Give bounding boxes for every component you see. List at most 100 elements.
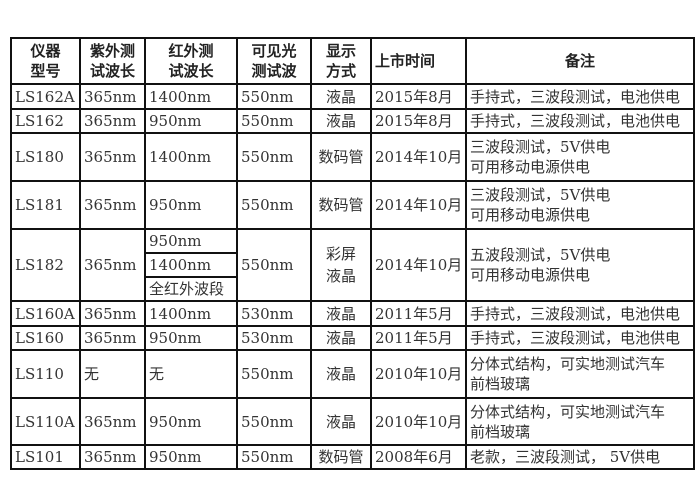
remark-line: 可用移动电源供电: [470, 158, 591, 176]
remarks-cell: 手持式，三波段测试，电池供电: [465, 300, 695, 327]
release-date-cell: 2010年10月: [370, 397, 467, 446]
uv-wavelength-cell: 365nm: [79, 108, 146, 134]
table-row: LS160A 365nm 1400nm 530nm 液晶 2011年5月 手持式，三波段测试…: [10, 300, 695, 327]
release-date-cell: 2011年5月: [370, 325, 467, 351]
table-row: LS162A 365nm 1400nm 550nm 液晶 2015年8月 手持式，三波段测试…: [10, 83, 695, 110]
remarks-cell: 老款，三波段测试， 5V供电: [465, 444, 695, 470]
uv-wavelength-cell: 365nm: [79, 180, 146, 230]
ir-wavelength-cell: 950nm: [144, 444, 238, 470]
visible-wavelength-cell: 530nm: [236, 300, 312, 327]
release-date-cell: 2015年8月: [370, 83, 467, 110]
table-row: LS110A 365nm 950nm 550nm 液晶 2010年10月 分体式结构，可实地…: [10, 397, 695, 446]
ir-wavelength-cell: 950nm: [144, 108, 238, 134]
ir-wavelength-cell: 无: [144, 349, 238, 399]
header-visible-wavelength: 可见光 测试波: [236, 37, 312, 85]
ir-wavelength-cell: 950nm: [144, 228, 238, 254]
visible-wavelength-cell: 550nm: [236, 180, 312, 230]
table-row: LS160 365nm 950nm 530nm 液晶 2011年5月 手持式，三波段测试，电…: [10, 325, 695, 351]
remark-line: 分体式结构，可实地测试汽车: [470, 355, 666, 373]
visible-wavelength-cell: 550nm: [236, 444, 312, 470]
ir-wavelength-cell: 1400nm: [144, 132, 238, 182]
visible-wavelength-cell: 550nm: [236, 132, 312, 182]
ir-wavelength-cell: 950nm: [144, 325, 238, 351]
model-cell: LS182: [10, 228, 81, 302]
header-model: 仪器 型号: [10, 37, 81, 85]
display-type-cell: 液晶: [310, 108, 372, 134]
release-date-cell: 2011年5月: [370, 300, 467, 327]
header-row: 仪器 型号 紫外测 试波长 红外测 试波长 可见光 测试波 显示 方式 上市时间 备注: [10, 37, 695, 85]
table-row: LS110 无无 550nm 液晶 2010年10月 分体式结构，可实地测试汽车 前档玻璃: [10, 349, 695, 399]
uv-wavelength-cell: 365nm: [79, 83, 146, 110]
model-cell: LS181: [10, 180, 81, 230]
ir-wavelength-cell: 全红外波段: [144, 276, 238, 302]
uv-wavelength-cell: 365nm: [79, 325, 146, 351]
display-type-cell: 液晶: [310, 300, 372, 327]
visible-wavelength-cell: 550nm: [236, 108, 312, 134]
release-date-cell: 2008年6月: [370, 444, 467, 470]
table-row: LS162 365nm 950nm 550nm 液晶 2015年8月 手持式，三波段测试，电…: [10, 108, 695, 134]
remarks-cell: 三波段测试，5V供电 可用移动电源供电: [465, 132, 695, 182]
release-date-cell: 2014年10月: [370, 132, 467, 182]
display-type-cell: 数码管: [310, 180, 372, 230]
header-uv-wavelength: 紫外测 试波长: [79, 37, 146, 85]
remark-line: 五波段测试，5V供电: [470, 246, 611, 264]
uv-wavelength-cell: 365nm: [79, 228, 146, 302]
remark-line: 手持式，三波段测试，电池供电: [470, 112, 681, 130]
model-cell: LS160A: [10, 300, 81, 327]
remark-line: 手持式，三波段测试，电池供电: [470, 329, 681, 347]
ir-wavelength-cell: 950nm: [144, 180, 238, 230]
remark-line: 前档玻璃: [470, 422, 531, 441]
model-cell: LS180: [10, 132, 81, 182]
visible-wavelength-cell: 550nm: [236, 349, 312, 399]
remarks-cell: 五波段测试，5V供电 可用移动电源供电: [465, 228, 695, 302]
uv-wavelength-cell: 365nm: [79, 444, 146, 470]
ir-wavelength-cell: 1400nm: [144, 300, 238, 327]
release-date-cell: 2014年10月: [370, 180, 467, 230]
display-type-cell: 液晶: [310, 325, 372, 351]
header-remarks: 备注: [465, 37, 695, 85]
display-type-cell: 数码管: [310, 444, 372, 470]
display-type-cell: 彩屏 液晶: [310, 228, 372, 302]
remark-line: 三波段测试，5V供电: [470, 138, 611, 156]
table-row: LS181 365nm 950nm 550nm 数码管 2014年10月 三波段测试，5V供…: [10, 180, 695, 230]
release-date-cell: 2015年8月: [370, 108, 467, 134]
remarks-cell: 手持式，三波段测试，电池供电: [465, 108, 695, 134]
ir-wavelength-cell: 1400nm: [144, 252, 238, 278]
header-display-type: 显示 方式: [310, 37, 372, 85]
uv-wavelength-cell: 无: [79, 349, 146, 399]
remark-line: 手持式，三波段测试，电池供电: [470, 87, 681, 106]
model-cell: LS101: [10, 444, 81, 470]
table-subrow: 1400nm: [11, 252, 694, 278]
remark-line: 可用移动电源供电: [470, 206, 591, 224]
table-subrow: 全红外波段: [11, 276, 694, 302]
table-row: LS180 365nm 1400nm 550nm 数码管 2014年10月 三波段测试，5V…: [10, 132, 695, 182]
display-type-cell: 液晶: [310, 349, 372, 399]
remark-line: 分体式结构，可实地测试汽车: [470, 402, 666, 421]
remark-line: 三波段测试，5V供电: [470, 186, 611, 204]
remark-line: 手持式，三波段测试，电池供电: [470, 304, 681, 323]
product-comparison-table: 仪器 型号 紫外测 试波长 红外测 试波长 可见光 测试波 显示 方式 上市时间 备注 LS…: [10, 37, 695, 470]
display-type-cell: 液晶: [310, 83, 372, 110]
table-row: LS182 365nm 950nm 550nm 彩屏 液晶 2014年10月 五波段测试，5…: [10, 228, 695, 302]
uv-wavelength-cell: 365nm: [79, 300, 146, 327]
table-row: LS101 365nm 950nm 550nm 数码管 2008年6月 老款，三波段测试， …: [10, 444, 695, 470]
remarks-cell: 分体式结构，可实地测试汽车 前档玻璃: [465, 349, 695, 399]
display-type-cell: 数码管: [310, 132, 372, 182]
header-release-date: 上市时间: [370, 37, 467, 85]
model-cell: LS110: [10, 349, 81, 399]
model-cell: LS162: [10, 108, 81, 134]
uv-wavelength-cell: 365nm: [79, 132, 146, 182]
visible-wavelength-cell: 550nm: [236, 83, 312, 110]
remarks-cell: 手持式，三波段测试，电池供电: [465, 83, 695, 110]
remarks-cell: 三波段测试，5V供电 可用移动电源供电: [465, 180, 695, 230]
model-cell: LS162A: [10, 83, 81, 110]
visible-wavelength-cell: 550nm: [236, 397, 312, 446]
remark-line: 老款，三波段测试， 5V供电: [470, 448, 661, 466]
visible-wavelength-cell: 550nm: [236, 228, 312, 302]
release-date-cell: 2010年10月: [370, 349, 467, 399]
model-cell: LS160: [10, 325, 81, 351]
remark-line: 前档玻璃: [470, 375, 531, 393]
ir-wavelength-cell: 950nm: [144, 397, 238, 446]
remark-line: 可用移动电源供电: [470, 266, 591, 284]
release-date-cell: 2014年10月: [370, 228, 467, 302]
